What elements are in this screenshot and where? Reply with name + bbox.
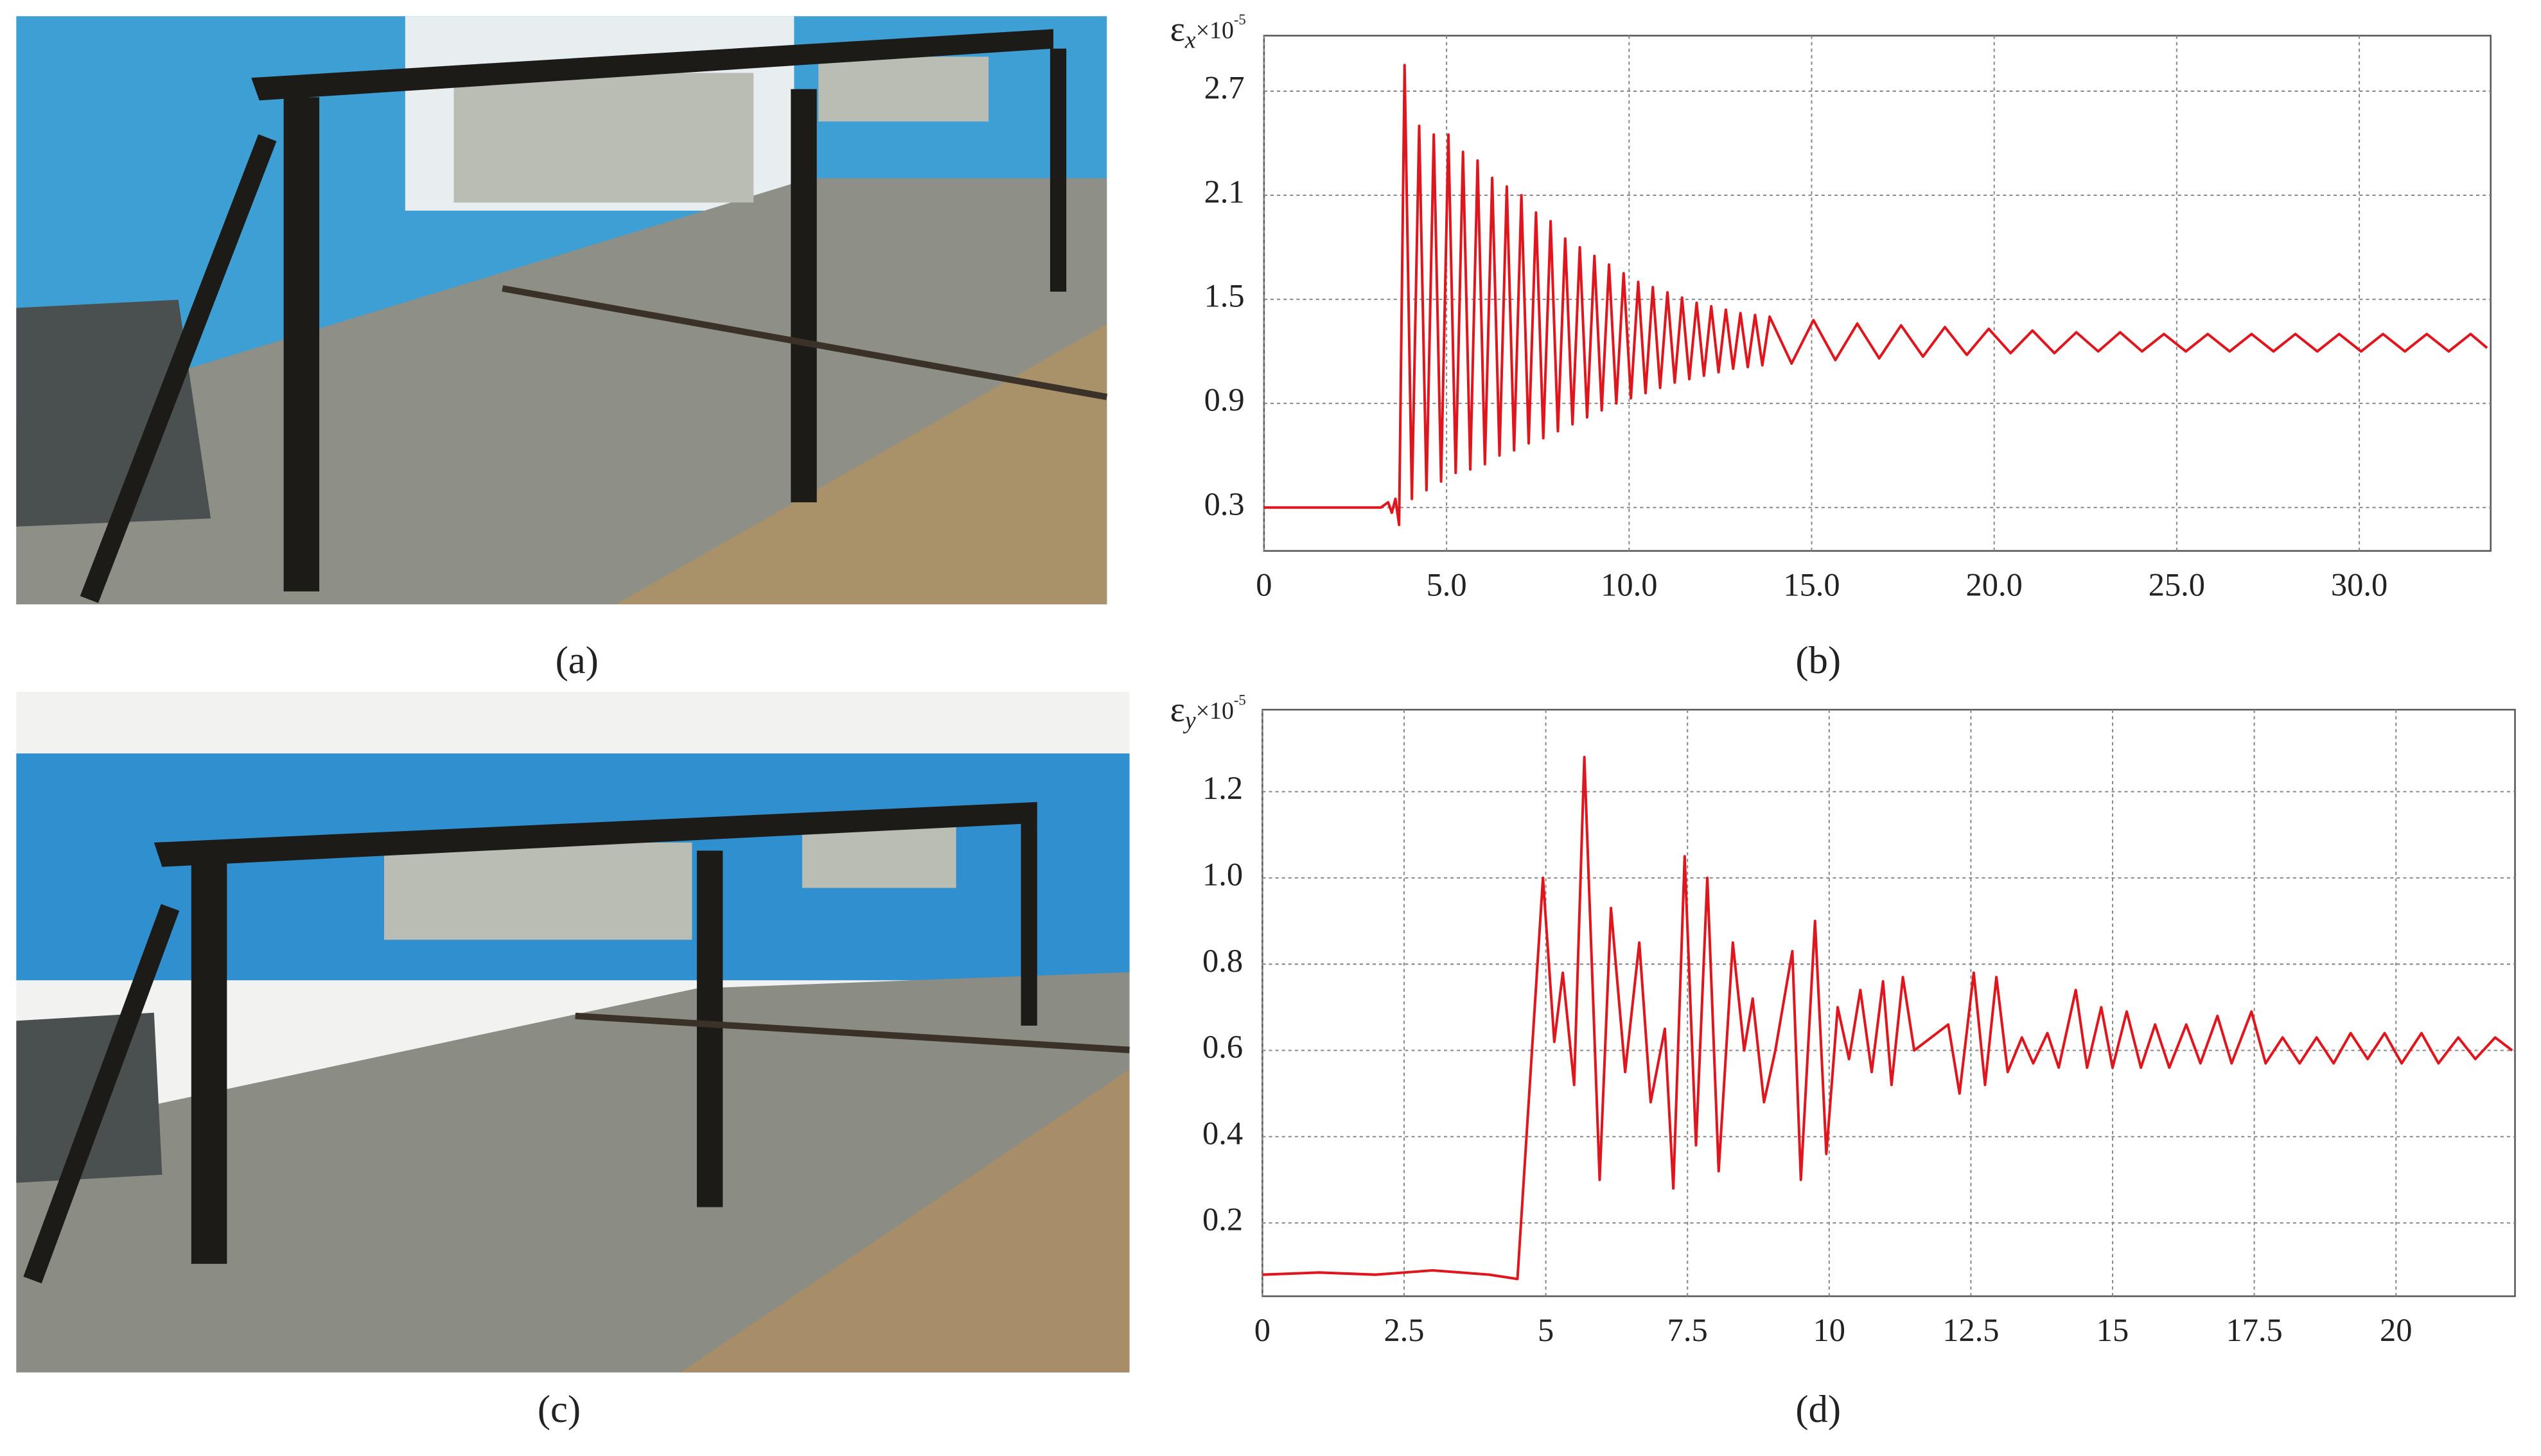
x-tick-label: 17.5 [2226, 1312, 2282, 1348]
data-line [1262, 755, 2513, 1281]
x-tick-label: 20.0 [1966, 566, 2023, 602]
x-tick-label: 12.5 [1942, 1312, 1999, 1348]
x-tick-label: 30.0 [2331, 566, 2387, 602]
x-tick-label: 0 [1256, 566, 1272, 602]
y-tick-label: 2.1 [1204, 174, 1245, 210]
y-tick-label: 0.6 [1202, 1029, 1243, 1065]
x-tick-label: 10 [1813, 1312, 1845, 1348]
y-axis-label: εy×10-5 [1170, 690, 1246, 734]
y-tick-label: 1.2 [1202, 770, 1243, 806]
x-tick-label: 7.5 [1667, 1312, 1708, 1348]
x-tick-label: 2.5 [1384, 1312, 1424, 1348]
caption: (a) [556, 639, 599, 682]
y-axis-label: εx×10-5 [1170, 10, 1246, 53]
caption: (b) [1795, 639, 1841, 682]
y-tick-label: 1.5 [1204, 278, 1245, 314]
x-tick-label: 0 [1254, 1312, 1270, 1348]
label-subscript: y [1183, 707, 1196, 734]
plot-area [1263, 35, 2492, 552]
label-exponent: -5 [1234, 692, 1246, 708]
y-tick-label: 1.0 [1202, 856, 1243, 892]
x-tick-label: 20 [2380, 1312, 2412, 1348]
label-base: ×10 [1196, 697, 1234, 724]
label-subscript: x [1184, 26, 1196, 53]
label-symbol: ε [1170, 10, 1185, 49]
data-line [1263, 64, 2488, 527]
x-tick-label: 15 [2097, 1312, 2129, 1348]
label-symbol: ε [1170, 690, 1185, 730]
caption: (c) [538, 1388, 581, 1431]
y-tick-label: 2.7 [1204, 70, 1245, 106]
x-tick-label: 15.0 [1783, 566, 1840, 602]
x-tick-label: 25.0 [2149, 566, 2205, 602]
label-exponent: -5 [1234, 12, 1246, 28]
y-tick-label: 0.2 [1202, 1202, 1243, 1238]
y-tick-label: 0.9 [1204, 382, 1245, 418]
y-tick-label: 0.3 [1204, 486, 1245, 522]
label-base: ×10 [1196, 17, 1234, 44]
y-tick-label: 0.4 [1202, 1115, 1243, 1151]
plot-area [1262, 708, 2516, 1297]
x-tick-label: 5.0 [1427, 566, 1467, 602]
y-tick-label: 0.8 [1202, 943, 1243, 979]
photo-a [16, 16, 1108, 605]
caption: (d) [1795, 1388, 1841, 1431]
x-tick-label: 10.0 [1601, 566, 1657, 602]
photo-c [16, 692, 1130, 1373]
x-tick-label: 5 [1538, 1312, 1554, 1348]
